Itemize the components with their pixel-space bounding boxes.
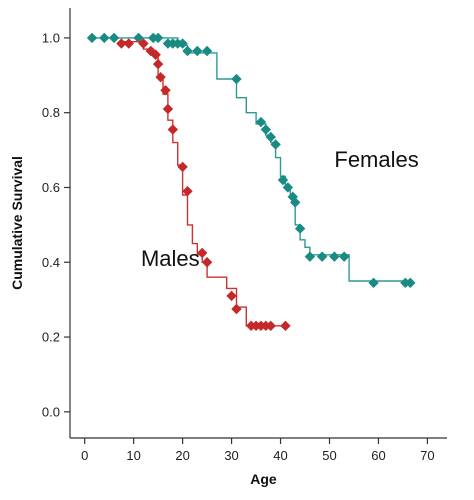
females-data-point (86, 32, 98, 44)
females-data-point (152, 32, 164, 44)
x-tick-label: 60 (371, 448, 385, 463)
males-data-point (177, 161, 188, 173)
females-data-point (177, 38, 188, 49)
males-data-point (201, 257, 213, 268)
y-tick-label: 0.6 (42, 180, 60, 195)
series-males (116, 38, 291, 332)
x-tick-label: 30 (224, 448, 238, 463)
y-tick-label: 0.4 (42, 255, 60, 270)
x-tick-label: 40 (273, 448, 287, 463)
males-data-point (162, 103, 174, 115)
females-data-point (277, 174, 289, 186)
x-tick-label: 0 (81, 448, 88, 463)
males-data-point (182, 186, 193, 197)
females-data-point (405, 277, 416, 289)
females-data-point (368, 277, 379, 289)
males-data-point (231, 303, 242, 315)
males-data-point (226, 290, 237, 302)
females-data-point (231, 73, 242, 85)
males-data-point (150, 49, 161, 60)
males-data-point (196, 247, 208, 259)
females-data-point (329, 251, 340, 262)
females-data-point (265, 131, 276, 143)
females-data-point (192, 45, 203, 57)
males-data-point (167, 124, 179, 135)
females-data-point (133, 32, 144, 44)
series-females (86, 32, 416, 289)
axes: 0.0 0.2 0.4 0.6 0.8 1.0 0 10 20 30 40 50 60 70 Age Cumu… (9, 8, 447, 487)
males-survival-line (123, 41, 286, 327)
series-label-females: Females (334, 147, 418, 172)
females-data-point (304, 251, 316, 262)
x-axis-title: Age (250, 471, 277, 487)
females-data-point (260, 124, 272, 135)
females-data-point (108, 32, 120, 44)
females-data-point (282, 182, 294, 193)
females-data-point (201, 45, 213, 57)
females-data-point (294, 223, 306, 234)
females-data-point (270, 139, 281, 150)
labels: Females Males (141, 147, 419, 271)
y-axis-title: Cumulative Survival (9, 156, 25, 290)
y-tick-label: 1.0 (42, 30, 60, 45)
series-group (86, 32, 416, 332)
females-data-point (316, 251, 328, 262)
males-data-point (123, 38, 134, 49)
females-data-point (255, 116, 267, 128)
y-tick-label: 0.2 (42, 330, 60, 345)
females-survival-line (89, 37, 413, 282)
males-data-point (280, 320, 291, 332)
females-data-point (99, 32, 110, 44)
males-data-point (155, 71, 166, 83)
males-data-point (160, 85, 171, 96)
females-data-point (338, 251, 350, 262)
x-tick-label: 70 (420, 448, 434, 463)
males-data-point (265, 320, 276, 332)
x-tick-label: 20 (175, 448, 189, 463)
males-data-point (116, 38, 127, 49)
males-data-point (138, 38, 149, 49)
x-tick-label: 10 (126, 448, 140, 463)
females-data-point (290, 197, 301, 208)
x-tick-label: 50 (322, 448, 336, 463)
females-data-point (182, 45, 193, 57)
males-data-point (152, 58, 164, 70)
y-tick-label: 0.0 (42, 404, 60, 419)
y-tick-label: 0.8 (42, 105, 60, 120)
series-label-males: Males (141, 246, 200, 271)
